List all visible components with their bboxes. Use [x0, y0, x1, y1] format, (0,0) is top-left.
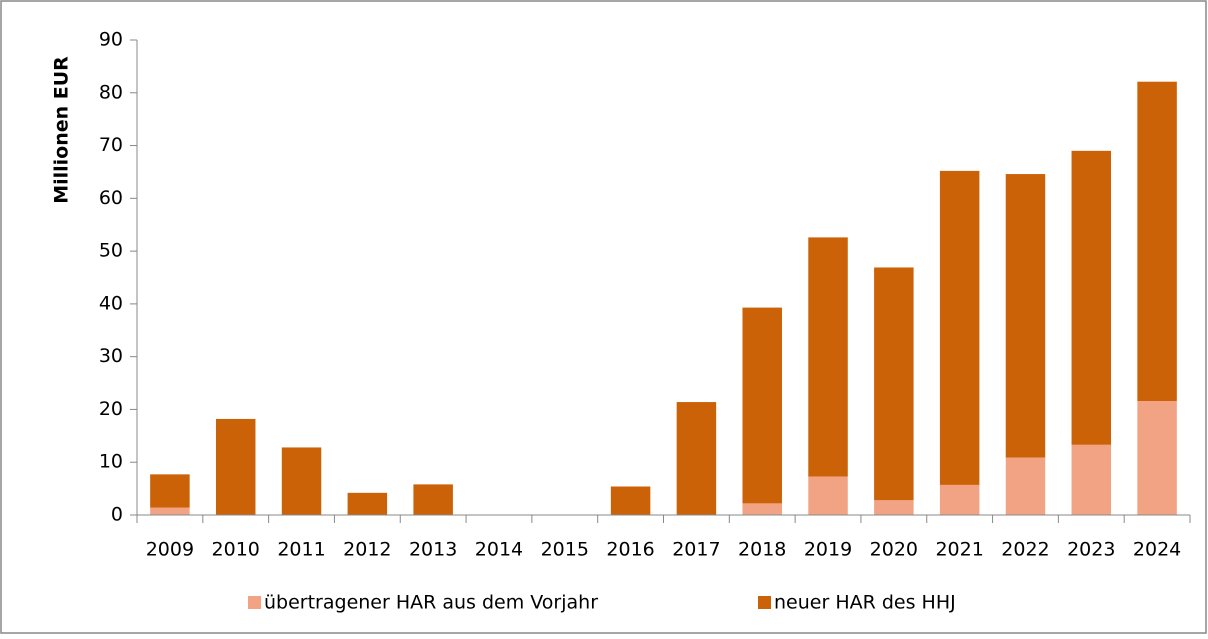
x-tick-label: 2014: [475, 539, 523, 561]
y-tick-label: 10: [99, 451, 123, 473]
bar: [874, 500, 914, 515]
bar: [1071, 444, 1112, 515]
bar: [676, 402, 717, 515]
bar: [1005, 457, 1046, 515]
x-tick-label: 2018: [738, 539, 786, 561]
bar: [1005, 174, 1046, 458]
y-tick-label: 80: [99, 81, 123, 103]
x-tick-label: 2021: [935, 539, 983, 561]
x-tick-label: 2012: [343, 539, 391, 561]
bar: [150, 474, 190, 508]
x-tick-label: 2020: [870, 539, 918, 561]
y-tick-label: 30: [99, 345, 123, 367]
legend-swatch: [758, 596, 771, 609]
y-tick-label: 50: [99, 240, 123, 262]
x-tick-label: 2010: [212, 539, 260, 561]
bar: [939, 484, 980, 515]
bar: [610, 486, 651, 515]
legend-label: übertragener HAR aus dem Vorjahr: [264, 592, 598, 614]
y-tick-label: 70: [99, 134, 123, 156]
y-tick-label: 0: [111, 504, 123, 526]
bar: [347, 492, 388, 515]
bar: [413, 484, 453, 515]
bar: [742, 503, 782, 515]
bar: [808, 476, 848, 515]
x-tick-label: 2022: [1001, 539, 1049, 561]
y-tick-label: 60: [99, 187, 123, 209]
y-tick-label: 40: [99, 292, 123, 314]
x-tick-label: 2011: [277, 539, 325, 561]
bar: [1137, 81, 1177, 401]
legend-label: neuer HAR des HHJ: [774, 592, 956, 614]
y-tick-label: 90: [99, 29, 123, 51]
x-tick-label: 2015: [541, 539, 589, 561]
bar: [742, 307, 782, 504]
bar: [939, 170, 980, 485]
x-tick-label: 2017: [672, 539, 720, 561]
x-tick-label: 2013: [409, 539, 457, 561]
x-tick-label: 2019: [804, 539, 852, 561]
x-tick-label: 2016: [606, 539, 654, 561]
x-tick-label: 2009: [146, 539, 194, 561]
bar: [874, 267, 914, 501]
x-tick-label: 2023: [1067, 539, 1115, 561]
bar: [808, 237, 848, 477]
legend-swatch: [248, 596, 261, 609]
y-tick-label: 20: [99, 398, 123, 420]
y-axis-label: Millionen EUR: [51, 56, 73, 204]
bar: [1137, 401, 1177, 515]
bar: [281, 447, 322, 515]
bar: [1071, 150, 1112, 445]
bar: [150, 507, 190, 515]
bar: [215, 418, 256, 515]
x-tick-label: 2024: [1133, 539, 1181, 561]
